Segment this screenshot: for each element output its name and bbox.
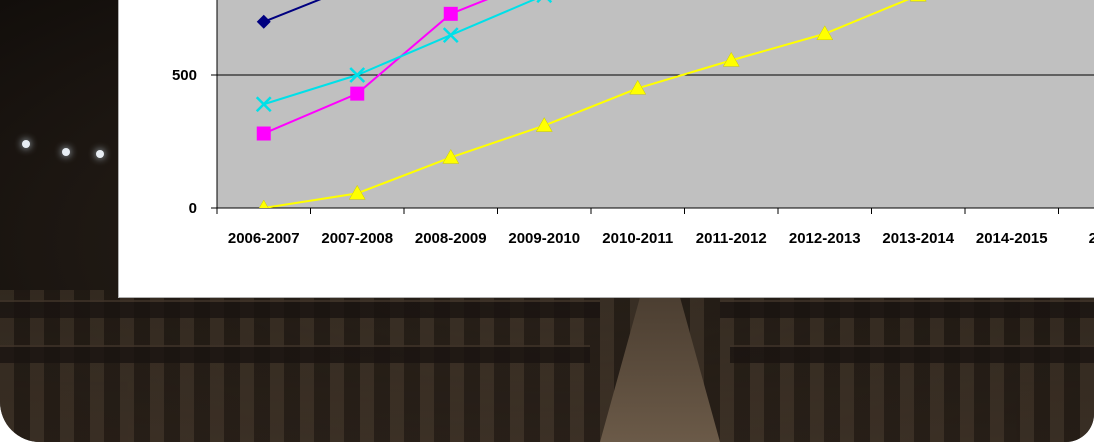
data-point-triangle — [816, 25, 834, 41]
x-tick-label: 2015 — [1089, 230, 1094, 247]
data-point-triangle — [535, 117, 553, 132]
data-point-triangle — [442, 148, 460, 164]
ceiling-light — [62, 148, 70, 156]
x-tick-label: 2013-2014 — [882, 230, 954, 247]
x-tick-label: 2009-2010 — [508, 230, 580, 247]
data-point-triangle — [258, 199, 269, 208]
data-point-square — [256, 126, 271, 141]
data-point-x — [442, 27, 459, 43]
series-group — [255, 0, 927, 208]
series-line — [263, 0, 536, 106]
x-tick-label: 2014-2015 — [976, 230, 1048, 247]
y-tick-label: 500 — [172, 67, 197, 84]
plot-area — [217, 0, 1094, 208]
data-point-x — [349, 67, 366, 83]
seat-row — [0, 345, 590, 363]
data-point-triangle — [348, 184, 366, 200]
data-point-diamond — [256, 14, 271, 29]
ceiling-light — [22, 140, 30, 148]
seat-row — [0, 300, 600, 318]
x-tick-label: 2011-2012 — [696, 230, 767, 247]
data-point-square — [443, 6, 458, 21]
data-point-square — [350, 86, 365, 101]
x-tick-label: 2010-2011 — [602, 230, 673, 247]
data-point-x — [255, 96, 272, 113]
series-line — [263, 0, 489, 135]
seat-row — [720, 300, 1094, 318]
series-line — [263, 0, 322, 23]
data-point-triangle — [909, 0, 927, 2]
x-tick-label: 2012-2013 — [789, 230, 861, 247]
data-point-triangle — [629, 79, 647, 95]
x-tick-label: 2006-2007 — [228, 230, 300, 247]
x-tick-label: 2008-2009 — [415, 230, 487, 247]
x-tick-label: 2007-2008 — [321, 230, 393, 247]
ceiling-light — [96, 150, 104, 158]
y-tick-label: 0 — [189, 200, 197, 217]
data-point-triangle — [722, 51, 740, 67]
seat-row — [730, 345, 1094, 363]
